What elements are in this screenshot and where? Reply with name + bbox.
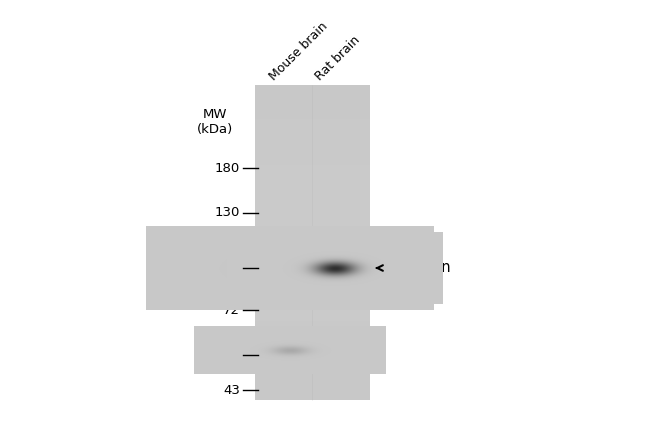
Text: 130: 130 — [214, 206, 240, 219]
Text: Rat brain: Rat brain — [313, 33, 363, 83]
Text: 95: 95 — [223, 262, 240, 274]
Text: Calnexin: Calnexin — [387, 260, 450, 276]
Text: 43: 43 — [223, 384, 240, 397]
Text: (kDa): (kDa) — [197, 124, 233, 136]
Text: 55: 55 — [223, 349, 240, 362]
Text: 180: 180 — [214, 162, 240, 175]
Text: Mouse brain: Mouse brain — [266, 20, 330, 83]
Text: 72: 72 — [223, 303, 240, 316]
Text: MW: MW — [203, 108, 228, 122]
